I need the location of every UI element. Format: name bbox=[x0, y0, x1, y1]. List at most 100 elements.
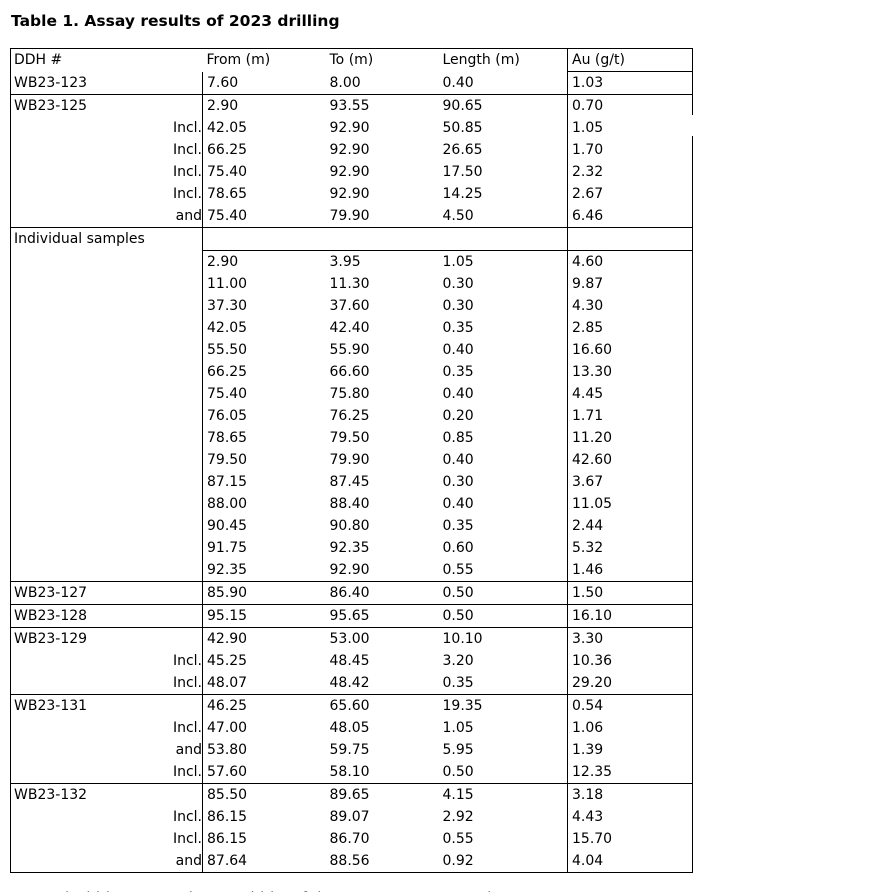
au-cell: 1.05 bbox=[572, 120, 604, 136]
from-cell: 46.25 bbox=[202, 694, 326, 717]
length-cell: 14.25 bbox=[438, 183, 568, 205]
qualifier-label: Incl. bbox=[172, 720, 202, 736]
length-cell: 2.92 bbox=[438, 806, 568, 828]
ddh-cell bbox=[10, 361, 203, 383]
from-cell: 75.40 bbox=[207, 386, 248, 402]
length-cell: 26.65 bbox=[438, 139, 568, 161]
table-row: Incl. 42.05 92.90 50.85 1.05 bbox=[10, 117, 693, 139]
from-cell: 45.25 bbox=[207, 653, 248, 669]
ddh-cell bbox=[10, 317, 203, 339]
to-cell: 79.90 bbox=[329, 208, 370, 224]
to-cell: 92.90 bbox=[329, 142, 370, 158]
ddh-cell bbox=[10, 427, 203, 449]
au-cell: 4.43 bbox=[572, 809, 604, 825]
au-cell: 2.32 bbox=[572, 164, 604, 180]
table-row: and 75.40 79.90 4.50 6.46 bbox=[10, 205, 693, 228]
from-cell: 57.60 bbox=[207, 764, 248, 780]
length-cell: 0.40 bbox=[438, 449, 568, 471]
table-row: 2.90 3.95 1.05 4.60 bbox=[10, 250, 693, 273]
to-cell: 37.60 bbox=[329, 298, 370, 314]
ddh-cell: and bbox=[10, 205, 203, 228]
table-row: 55.50 55.90 0.40 16.60 bbox=[10, 339, 693, 361]
to-cell: 48.05 bbox=[329, 720, 370, 736]
au-cell: 11.05 bbox=[572, 496, 613, 512]
column-header-to: To (m) bbox=[329, 52, 374, 69]
au-cell: 3.67 bbox=[572, 474, 604, 490]
ddh-cell: Incl. bbox=[10, 117, 203, 139]
to-cell: 86.40 bbox=[325, 581, 439, 605]
ddh-cell: Individual samples bbox=[10, 227, 203, 251]
length-cell: 0.55 bbox=[438, 559, 568, 582]
ddh-cell: WB23-128 bbox=[10, 604, 203, 628]
to-cell: 89.07 bbox=[329, 809, 370, 825]
au-cell: 1.39 bbox=[572, 742, 604, 758]
to-cell: 95.65 bbox=[325, 604, 439, 628]
au-cell: 0.54 bbox=[567, 694, 693, 717]
to-cell: 59.75 bbox=[329, 742, 370, 758]
to-cell: 87.45 bbox=[329, 474, 370, 490]
qualifier-label: Incl. bbox=[172, 653, 202, 669]
footnote: *Interval widths reported; true widths o… bbox=[3, 889, 887, 892]
ddh-cell bbox=[10, 471, 203, 493]
length-cell: 0.30 bbox=[438, 471, 568, 493]
length-cell: 0.40 bbox=[438, 339, 568, 361]
qualifier-label: and bbox=[175, 742, 202, 758]
assay-results-table: DDH # From (m) To (m) Length (m) Au (g/t… bbox=[10, 48, 693, 873]
from-cell: 85.50 bbox=[202, 783, 326, 806]
from-cell: 66.25 bbox=[207, 142, 248, 158]
from-cell: 76.05 bbox=[207, 408, 248, 424]
au-cell: 3.18 bbox=[567, 783, 693, 806]
au-cell: 0.70 bbox=[567, 94, 693, 117]
au-cell bbox=[567, 227, 693, 251]
from-cell: 55.50 bbox=[207, 342, 248, 358]
ddh-cell: WB23-131 bbox=[10, 694, 203, 717]
table-row: 78.65 79.50 0.85 11.20 bbox=[10, 427, 693, 449]
au-cell: 2.44 bbox=[572, 518, 604, 534]
table-row: 76.05 76.25 0.20 1.71 bbox=[10, 405, 693, 427]
to-cell: 79.90 bbox=[329, 452, 370, 468]
to-cell: 79.50 bbox=[329, 430, 370, 446]
table-row: and 87.64 88.56 0.92 4.04 bbox=[10, 850, 693, 873]
length-cell: 17.50 bbox=[438, 161, 568, 183]
to-cell: 92.90 bbox=[329, 120, 370, 136]
table-row: 87.15 87.45 0.30 3.67 bbox=[10, 471, 693, 493]
to-cell: 11.30 bbox=[329, 276, 370, 292]
au-cell: 1.71 bbox=[572, 408, 604, 424]
from-cell: 87.64 bbox=[207, 853, 248, 869]
from-cell: 85.90 bbox=[202, 581, 326, 605]
ddh-cell: Incl. bbox=[10, 139, 203, 161]
qualifier-label: Incl. bbox=[172, 764, 202, 780]
au-cell: 16.10 bbox=[567, 604, 693, 628]
from-cell: 86.15 bbox=[207, 831, 248, 847]
from-cell: 92.35 bbox=[207, 562, 248, 578]
from-cell: 95.15 bbox=[202, 604, 326, 628]
qualifier-label: and bbox=[175, 208, 202, 224]
from-cell: 2.90 bbox=[202, 94, 326, 117]
from-cell: 2.90 bbox=[202, 250, 326, 273]
from-cell: 37.30 bbox=[207, 298, 248, 314]
table-row: Incl. 48.07 48.42 0.35 29.20 bbox=[10, 672, 693, 695]
table-row: Incl. 75.40 92.90 17.50 2.32 bbox=[10, 161, 693, 183]
to-cell: 42.40 bbox=[329, 320, 370, 336]
ddh-cell: and bbox=[10, 739, 203, 761]
length-cell: 4.15 bbox=[438, 783, 568, 806]
length-cell: 0.35 bbox=[438, 317, 568, 339]
to-cell: 8.00 bbox=[329, 74, 361, 91]
column-header-au: Au (g/t) bbox=[567, 48, 693, 72]
length-cell: 19.35 bbox=[438, 694, 568, 717]
to-cell: 93.55 bbox=[325, 94, 439, 117]
to-cell: 92.90 bbox=[329, 164, 370, 180]
to-cell: 48.45 bbox=[329, 653, 370, 669]
to-cell: 92.35 bbox=[329, 540, 370, 556]
length-cell bbox=[438, 227, 568, 251]
length-cell: 0.35 bbox=[438, 361, 568, 383]
to-cell: 3.95 bbox=[325, 250, 439, 273]
table-row: 91.75 92.35 0.60 5.32 bbox=[10, 537, 693, 559]
au-cell: 9.87 bbox=[572, 276, 604, 292]
table-row: 90.45 90.80 0.35 2.44 bbox=[10, 515, 693, 537]
to-cell: 88.40 bbox=[329, 496, 370, 512]
length-cell: 0.40 bbox=[438, 71, 568, 95]
qualifier-label: Incl. bbox=[172, 164, 202, 180]
length-cell: 5.95 bbox=[438, 739, 568, 761]
